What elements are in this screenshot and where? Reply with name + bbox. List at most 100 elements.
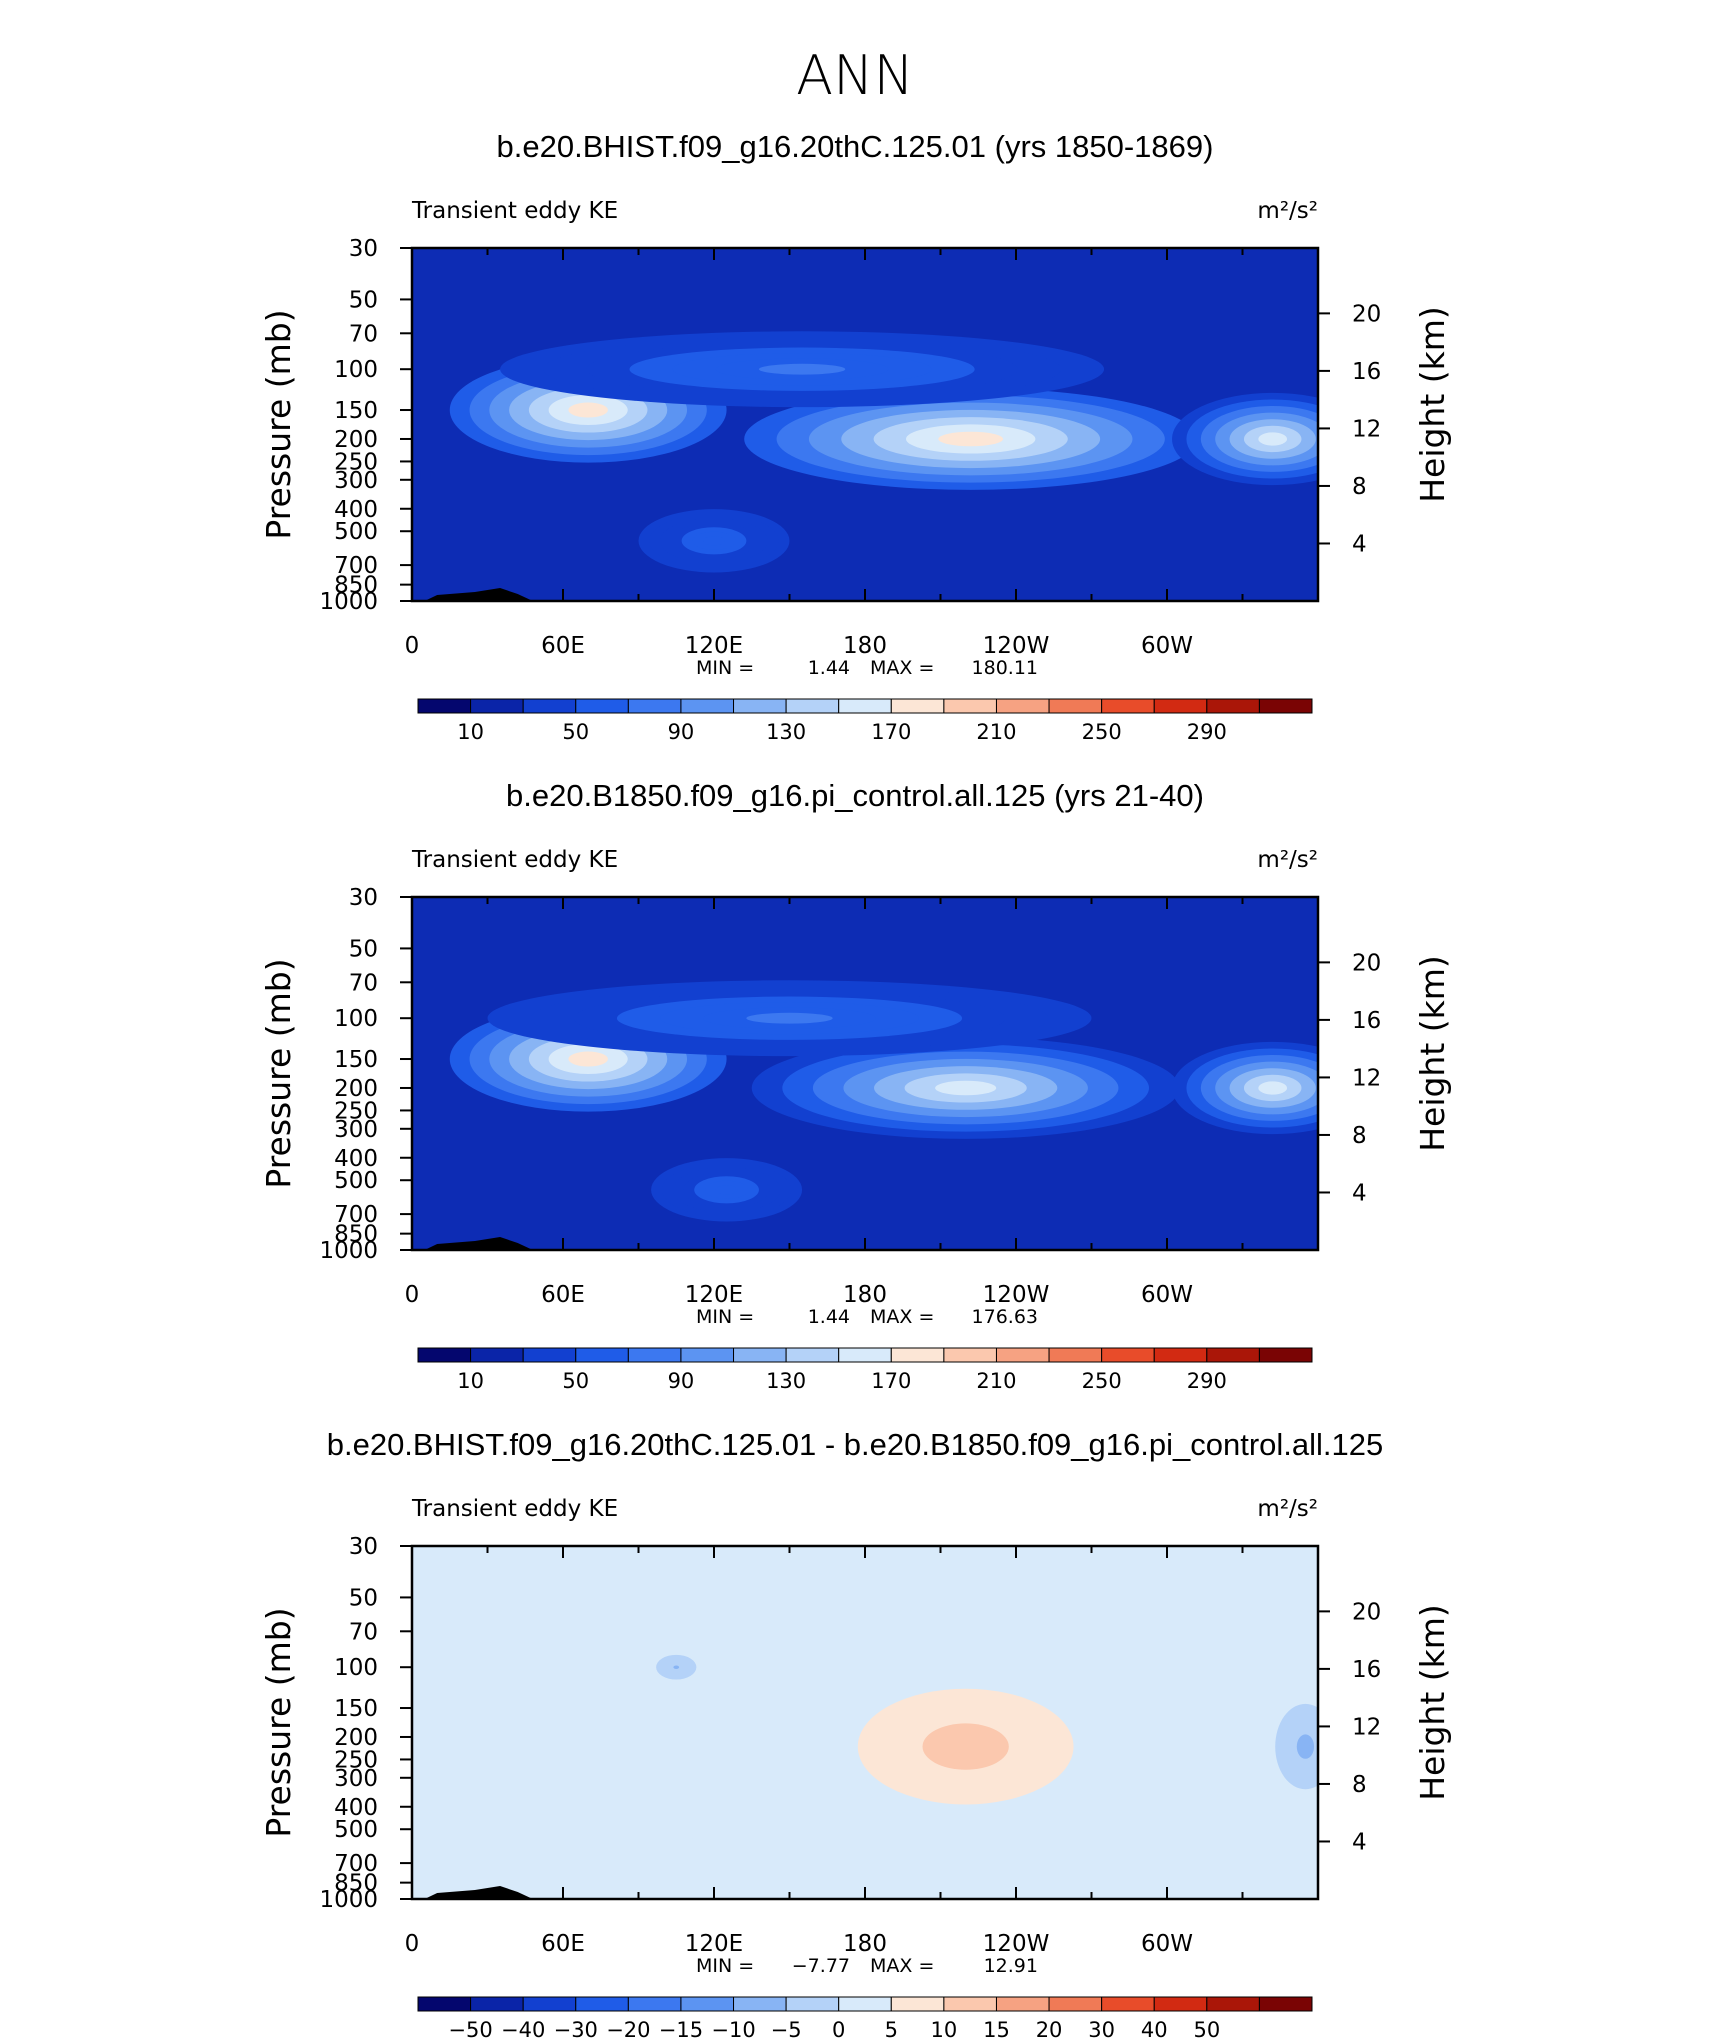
y-tick-label: 500 bbox=[334, 1168, 378, 1194]
x-tick-label: 180 bbox=[843, 1931, 887, 1957]
x-tick-label: 180 bbox=[843, 1282, 887, 1308]
colorbar-label: 290 bbox=[1187, 720, 1227, 744]
colorbar-label: −40 bbox=[501, 2018, 545, 2038]
colorbar-label: 10 bbox=[457, 720, 484, 744]
colorbar-swatch bbox=[1048, 1996, 1103, 2012]
y-tick-label: 300 bbox=[334, 468, 378, 494]
colorbar-label: 40 bbox=[1141, 2018, 1168, 2038]
contour-field bbox=[412, 897, 1318, 1250]
units-label: m²/s² bbox=[1257, 198, 1318, 224]
panel-title: b.e20.BHIST.f09_g16.20thC.125.01 (yrs 18… bbox=[497, 129, 1214, 164]
max-label: MAX = bbox=[870, 1306, 934, 1328]
contour-band bbox=[944, 1735, 988, 1759]
colorbar-swatch bbox=[1048, 1347, 1103, 1363]
y-tick-label: 200 bbox=[334, 427, 378, 453]
topography bbox=[424, 1886, 533, 1899]
x-tick-label: 60E bbox=[541, 633, 585, 659]
y-tick-label: 200 bbox=[334, 1076, 378, 1102]
y-tick-label: 100 bbox=[334, 1006, 378, 1032]
colorbar-swatch bbox=[575, 1996, 629, 2012]
contour-field bbox=[412, 248, 1318, 601]
y-axis-label: Pressure (mb) bbox=[259, 958, 298, 1188]
colorbar-swatch bbox=[733, 1347, 787, 1363]
colorbar-swatch bbox=[995, 698, 1050, 714]
colorbar-label: 30 bbox=[1088, 2018, 1115, 2038]
colorbar-label: 130 bbox=[766, 1369, 806, 1393]
max-label: MAX = bbox=[870, 657, 934, 679]
contour-band bbox=[624, 1759, 653, 1797]
colorbar-label: 50 bbox=[1193, 2018, 1220, 2038]
colorbar-label: 10 bbox=[931, 2018, 958, 2038]
colorbar-label: 170 bbox=[871, 1369, 911, 1393]
x-tick-label: 120E bbox=[685, 633, 743, 659]
x-tick-label: 60W bbox=[1141, 633, 1193, 659]
contour-band bbox=[1220, 1700, 1239, 1716]
colorbar-swatch bbox=[417, 1347, 472, 1363]
x-tick-label: 120E bbox=[685, 1931, 743, 1957]
y-right-axis-label: Height (km) bbox=[1413, 1604, 1452, 1801]
y-right-axis-label: Height (km) bbox=[1413, 955, 1452, 1152]
colorbar-swatch bbox=[838, 698, 892, 714]
colorbar-swatch bbox=[1206, 698, 1260, 714]
colorbar-swatch bbox=[838, 1996, 892, 2012]
units-label: m²/s² bbox=[1257, 847, 1318, 873]
y-tick-label: 250 bbox=[334, 1098, 378, 1124]
y-tick-label: 1000 bbox=[319, 1887, 378, 1913]
y-tick-label: 200 bbox=[334, 1725, 378, 1751]
y-right-tick-label: 20 bbox=[1352, 301, 1381, 327]
colorbar-swatch bbox=[1206, 1996, 1260, 2012]
colorbar-swatch bbox=[1153, 698, 1208, 714]
colorbar-swatch bbox=[943, 1996, 997, 2012]
y-tick-label: 300 bbox=[334, 1766, 378, 1792]
contour-band bbox=[673, 1665, 680, 1669]
figure-title: ANN bbox=[796, 44, 914, 107]
colorbar-label: 5 bbox=[885, 2018, 898, 2038]
colorbar-label: 210 bbox=[976, 1369, 1016, 1393]
colorbar-swatch bbox=[890, 1347, 945, 1363]
x-tick-label: 60E bbox=[541, 1931, 585, 1957]
y-tick-label: 400 bbox=[334, 497, 378, 523]
min-label: MIN = bbox=[696, 1955, 754, 1977]
x-tick-label: 60W bbox=[1141, 1931, 1193, 1957]
colorbar-label: 90 bbox=[668, 1369, 695, 1393]
y-right-tick-label: 8 bbox=[1352, 1123, 1367, 1149]
y-tick-label: 500 bbox=[334, 519, 378, 545]
colorbar-swatch bbox=[627, 1996, 682, 2012]
contour-band bbox=[935, 1080, 997, 1096]
y-right-tick-label: 8 bbox=[1352, 474, 1367, 500]
y-tick-label: 700 bbox=[334, 1851, 378, 1877]
contour-band bbox=[1258, 1081, 1288, 1095]
x-tick-label: 120W bbox=[983, 1931, 1050, 1957]
colorbar-swatch bbox=[680, 1996, 735, 2012]
colorbar-swatch bbox=[1258, 698, 1313, 714]
y-tick-label: 150 bbox=[334, 398, 378, 424]
y-right-tick-label: 16 bbox=[1352, 1008, 1381, 1034]
colorbar-swatch bbox=[943, 698, 997, 714]
y-right-tick-label: 12 bbox=[1352, 1714, 1381, 1740]
colorbar-swatch bbox=[890, 1996, 945, 2012]
colorbar-swatch bbox=[417, 1996, 472, 2012]
colorbar-swatch bbox=[1153, 1347, 1208, 1363]
min-value: −7.77 bbox=[792, 1955, 850, 1977]
y-tick-label: 150 bbox=[334, 1696, 378, 1722]
min-label: MIN = bbox=[696, 657, 754, 679]
max-value: 180.11 bbox=[972, 657, 1038, 679]
colorbar-label: 170 bbox=[871, 720, 911, 744]
y-tick-label: 500 bbox=[334, 1817, 378, 1843]
x-tick-label: 0 bbox=[405, 1931, 420, 1957]
colorbar-swatch bbox=[785, 1347, 840, 1363]
colorbar-swatch bbox=[417, 698, 472, 714]
variable-label: Transient eddy KE bbox=[411, 847, 618, 873]
y-right-tick-label: 12 bbox=[1352, 1065, 1381, 1091]
colorbar-swatch bbox=[575, 698, 629, 714]
contour-band bbox=[1258, 432, 1288, 446]
contour-band bbox=[715, 1185, 738, 1195]
y-tick-label: 850 bbox=[334, 1222, 378, 1248]
y-tick-label: 250 bbox=[334, 449, 378, 475]
y-right-tick-label: 4 bbox=[1352, 1180, 1367, 1206]
colorbar-swatch bbox=[995, 1996, 1050, 2012]
x-tick-label: 120W bbox=[983, 1282, 1050, 1308]
chart-panel-2: b.e20.B1850.f09_g16.pi_control.all.125 (… bbox=[259, 778, 1452, 1393]
y-tick-label: 700 bbox=[334, 553, 378, 579]
colorbar-label: 50 bbox=[562, 720, 589, 744]
